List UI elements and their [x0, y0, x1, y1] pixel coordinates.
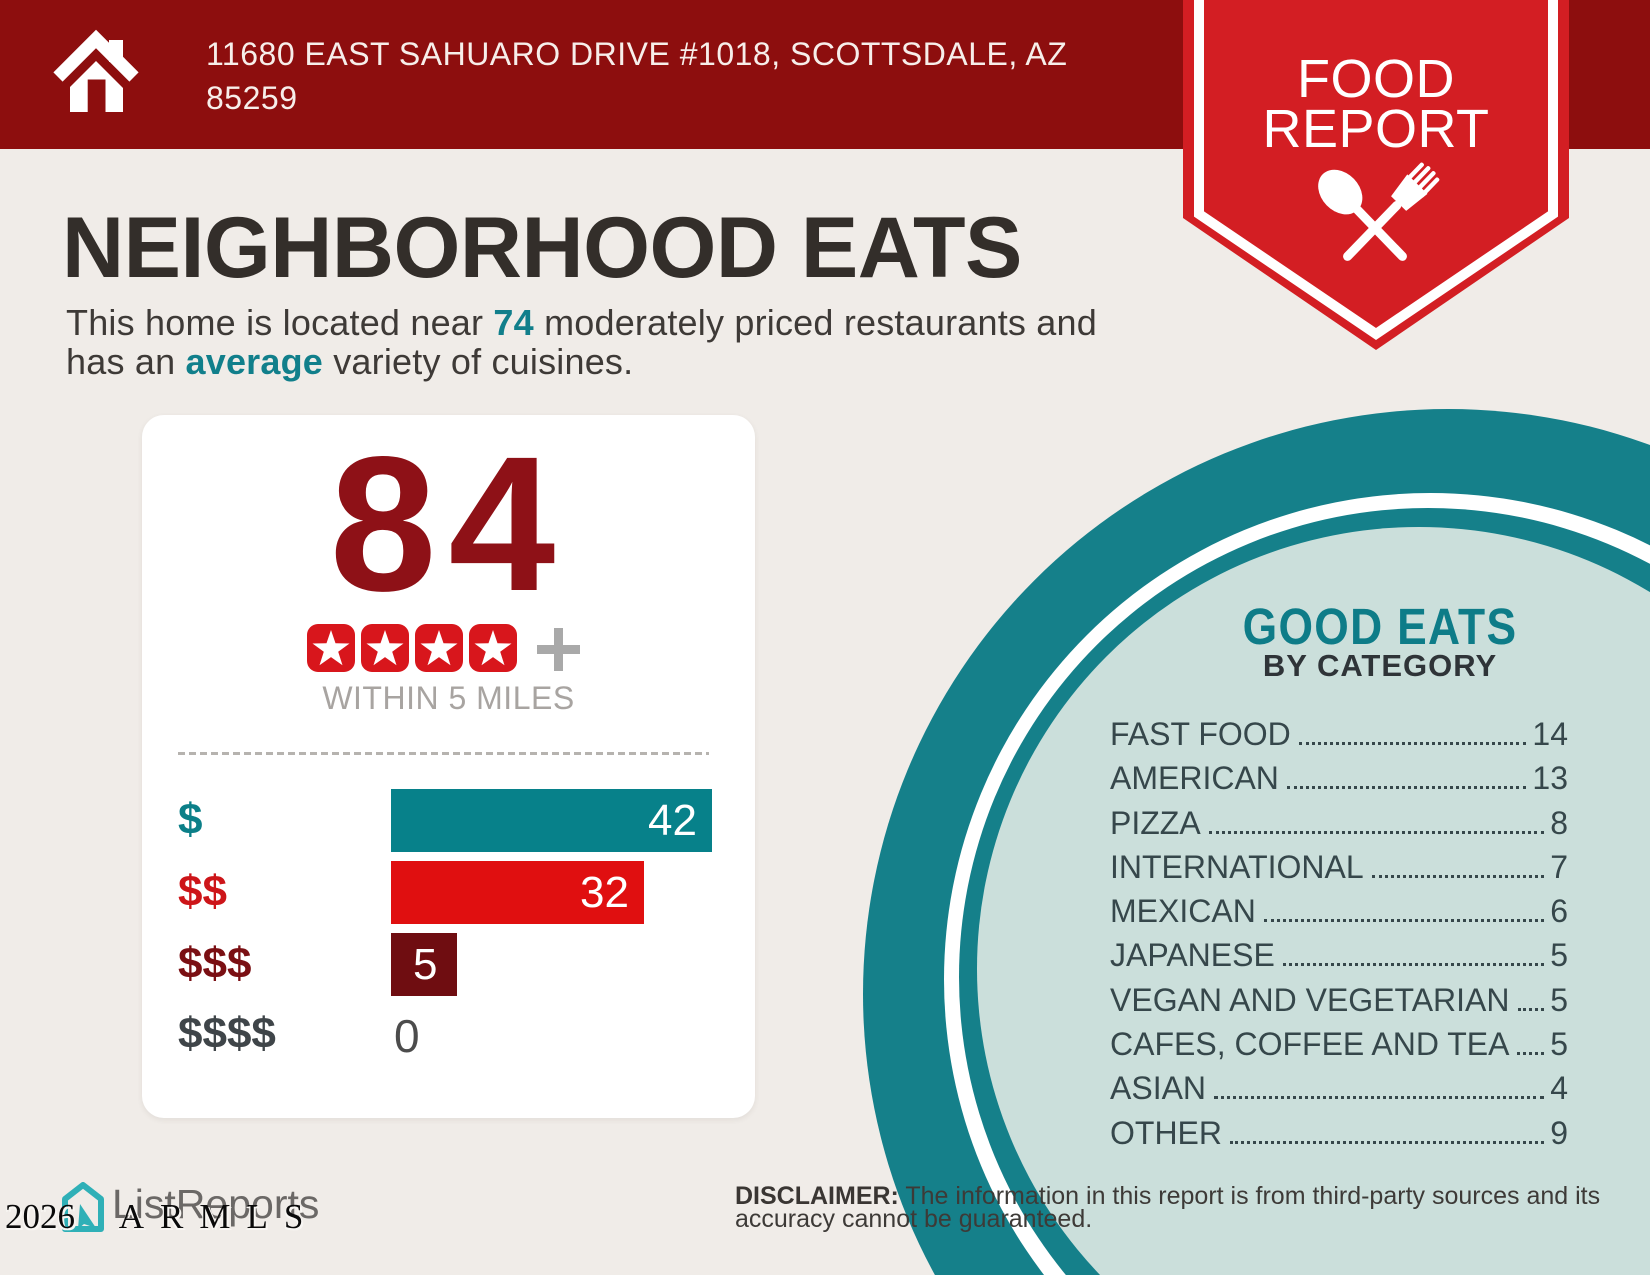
svg-text:FOOD: FOOD: [1297, 49, 1455, 109]
svg-text:REPORT: REPORT: [1262, 99, 1489, 159]
